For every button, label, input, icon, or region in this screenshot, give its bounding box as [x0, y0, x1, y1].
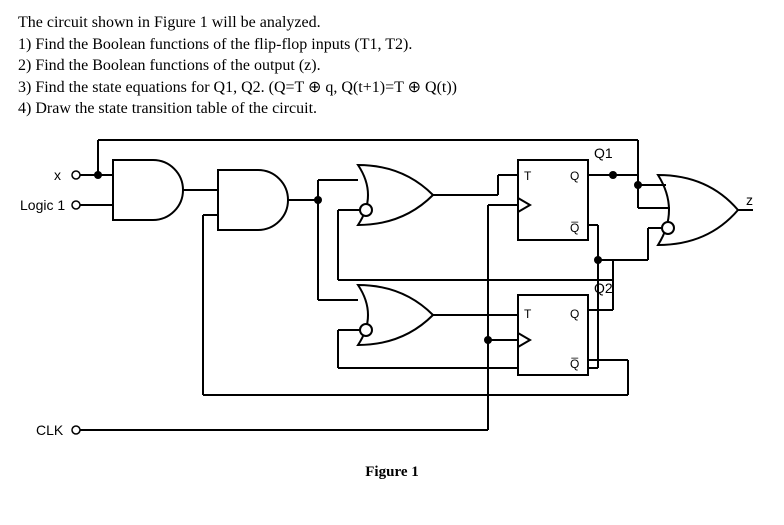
label-z: z [746, 192, 753, 208]
prompt-q1: 1) Find the Boolean functions of the fli… [18, 34, 766, 56]
ff2-name: Q2 [594, 280, 613, 296]
or-gate-top [358, 165, 433, 225]
and-gate-2 [218, 170, 288, 230]
ff2-qb-label: Q̅ [570, 357, 579, 371]
label-logic1: Logic 1 [20, 197, 65, 213]
label-x: x [54, 167, 61, 183]
ff1-t-label: T [524, 169, 532, 183]
or-gate-bottom [358, 285, 433, 345]
prompt-q4: 4) Draw the state transition table of th… [18, 98, 766, 120]
ff1-name: Q1 [594, 145, 613, 161]
ff1-q-label: Q [570, 169, 579, 183]
label-clk: CLK [36, 422, 64, 438]
figure-caption: Figure 1 [18, 464, 766, 481]
ff2-q-label: Q [570, 307, 579, 321]
and-gate-1 [113, 160, 183, 220]
ff1-qb-label: Q̅ [570, 221, 579, 235]
or-gate-output [658, 175, 738, 245]
prompt-intro: The circuit shown in Figure 1 will be an… [18, 12, 766, 34]
prompt-q2: 2) Find the Boolean functions of the out… [18, 55, 766, 77]
circuit-diagram: x Logic 1 CLK T Q [18, 120, 758, 460]
ff2-t-label: T [524, 307, 532, 321]
prompt-q3: 3) Find the state equations for Q1, Q2. … [18, 77, 766, 99]
